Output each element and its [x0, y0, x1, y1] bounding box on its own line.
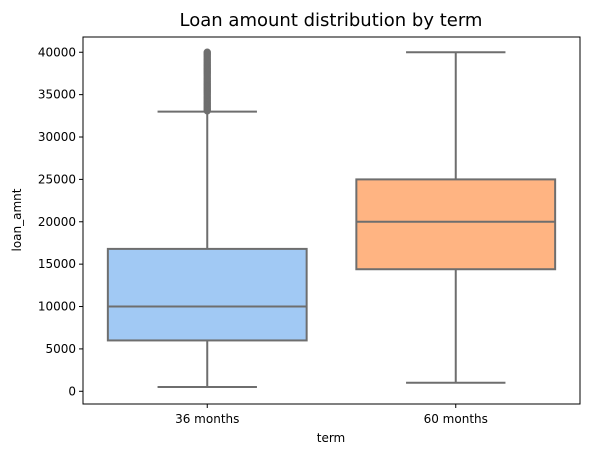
y-tick-label: 35000 [38, 88, 76, 102]
y-tick-label: 5000 [45, 342, 76, 356]
box-group-1 [106, 48, 308, 389]
x-axis-label: term [317, 431, 346, 445]
outlier-cluster [203, 48, 211, 115]
x-axis: 36 months 60 months [175, 404, 488, 426]
y-tick-label: 20000 [38, 215, 76, 229]
y-axis-label: loan_amnt [10, 188, 24, 251]
box-group-2 [355, 51, 557, 384]
y-tick-label: 25000 [38, 172, 76, 186]
y-tick-label: 30000 [38, 130, 76, 144]
outlier-point [203, 48, 211, 56]
y-tick-label: 40000 [38, 45, 76, 59]
plot-area [106, 48, 557, 389]
y-axis: 0 5000 10000 15000 20000 25000 30000 35000 40000 [38, 45, 83, 398]
x-tick-label: 60 months [424, 412, 488, 426]
y-tick-label: 15000 [38, 257, 76, 271]
box-iqr [355, 178, 557, 271]
plot-frame [82, 36, 581, 405]
chart-title: Loan amount distribution by term [180, 10, 483, 31]
y-tick-label: 0 [68, 384, 76, 398]
y-tick-label: 10000 [38, 300, 76, 314]
x-tick-label: 36 months [175, 412, 239, 426]
box-iqr [106, 247, 308, 342]
